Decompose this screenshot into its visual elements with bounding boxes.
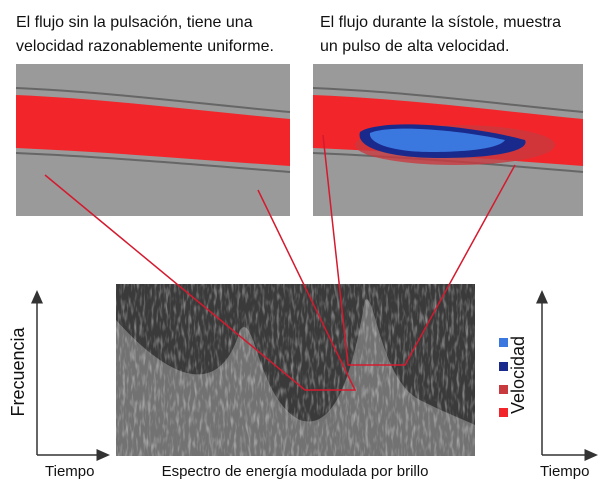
spectrum-label: Espectro de energía modulada por brillo — [162, 463, 429, 480]
legend-swatch — [499, 385, 508, 394]
spectrogram — [116, 284, 475, 456]
caption-line: El flujo sin la pulsación, tiene una — [16, 14, 253, 31]
vessel-panel — [312, 64, 584, 216]
axis-label: Frecuencia — [8, 326, 28, 416]
caption-line: un pulso de alta velocidad. — [320, 38, 509, 55]
caption-line: velocidad razonablemente uniforme. — [16, 38, 274, 55]
legend-swatch — [499, 362, 508, 371]
connector — [44, 134, 516, 391]
legend-swatch — [499, 408, 508, 417]
legend-swatch — [499, 338, 508, 347]
caption-line: El flujo durante la sístole, muestra — [320, 14, 561, 31]
axis-label: Velocidad — [508, 336, 528, 414]
vessel-panel — [15, 64, 291, 216]
axis-label: Tiempo — [540, 463, 589, 480]
axis-label: Tiempo — [45, 463, 94, 480]
